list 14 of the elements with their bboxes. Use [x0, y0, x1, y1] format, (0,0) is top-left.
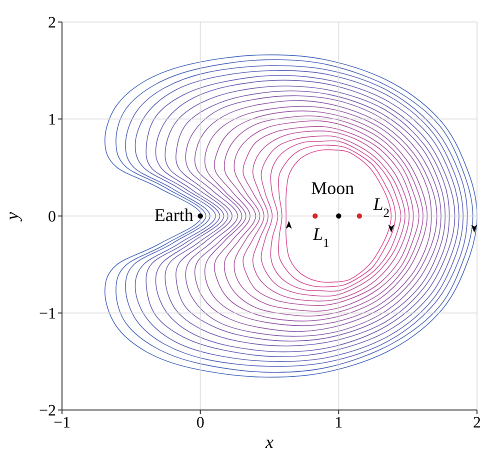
annotation: L$_{1}$: [312, 224, 330, 250]
y-tick-label: −1: [38, 306, 56, 323]
x-tick-label: 2: [473, 414, 480, 432]
y-tick-label: 0: [48, 208, 56, 226]
annotation: Moon: [311, 178, 354, 198]
y-axis-title: y: [2, 212, 22, 222]
x-tick-label: 1: [334, 414, 343, 432]
annotation: L$_{2}$: [372, 194, 390, 220]
annotation: Earth: [154, 205, 194, 225]
y-tick-label: 2: [48, 14, 56, 32]
y-tick-label: −2: [38, 402, 56, 420]
x-tick-label: 0: [196, 414, 204, 432]
y-tick-label: 1: [48, 112, 56, 129]
x-axis-title: x: [264, 432, 274, 452]
